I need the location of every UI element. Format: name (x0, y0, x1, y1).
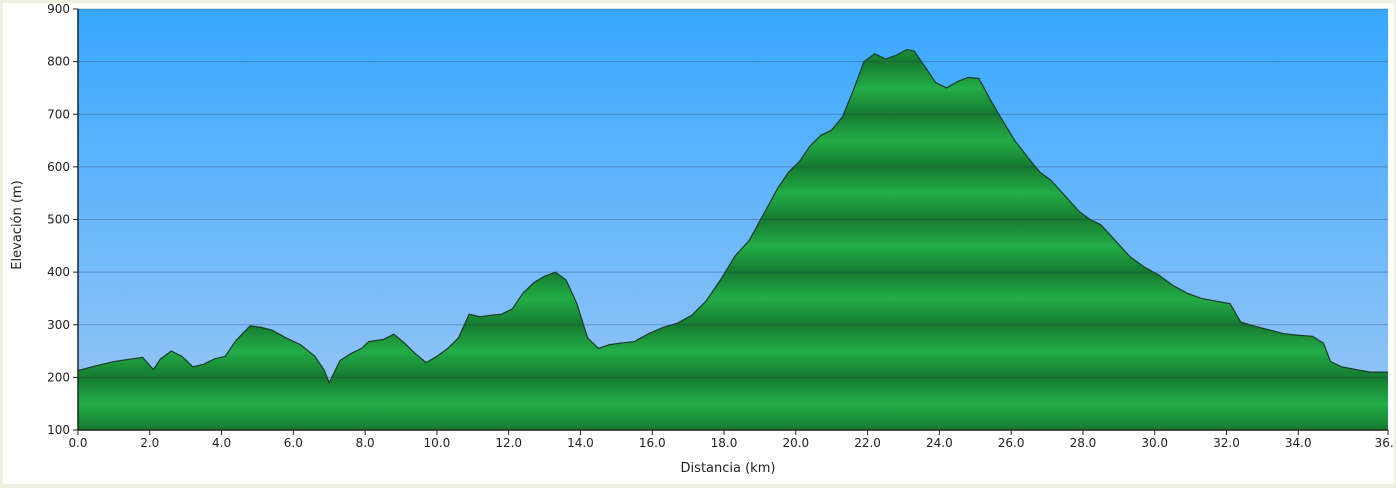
x-tick-label: 18.0 (711, 436, 738, 450)
elevation-area (78, 49, 1388, 431)
y-tick-label: 600 (47, 160, 70, 174)
elevation-chart: 100 200 300 400 500 600 700 800 900 0.0 2.0 4.0 6.0… (10, 3, 1394, 476)
y-axis-ticks: 100 200 300 400 500 600 700 800 900 (47, 3, 78, 437)
x-tick-label: 36.5 (1375, 436, 1394, 450)
y-tick-label: 700 (47, 107, 70, 121)
x-tick-label: 0.0 (68, 436, 87, 450)
x-tick-label: 4.0 (212, 436, 231, 450)
y-axis-title: Elevación (m) (10, 180, 25, 269)
y-tick-label: 800 (47, 55, 70, 69)
x-tick-label: 10.0 (424, 436, 451, 450)
y-tick-label: 400 (47, 265, 70, 279)
y-tick-label: 300 (47, 318, 70, 332)
x-tick-label: 24.0 (926, 436, 953, 450)
gridlines (78, 8, 1388, 378)
x-tick-label: 6.0 (284, 436, 303, 450)
x-tick-label: 28.0 (1070, 436, 1097, 450)
x-tick-label: 2.0 (140, 436, 159, 450)
x-axis-title: Distancia (km) (681, 461, 776, 476)
y-tick-label: 500 (47, 213, 70, 227)
x-tick-label: 32.0 (1213, 436, 1240, 450)
x-tick-label: 20.0 (782, 436, 809, 450)
x-tick-label: 14.0 (567, 436, 594, 450)
x-tick-label: 34.0 (1285, 436, 1312, 450)
x-tick-label: 22.0 (854, 436, 881, 450)
x-tick-label: 26.0 (998, 436, 1025, 450)
chart-frame: 100 200 300 400 500 600 700 800 900 0.0 2.0 4.0 6.0… (3, 3, 1394, 484)
x-tick-label: 12.0 (495, 436, 522, 450)
y-tick-label: 900 (47, 3, 70, 16)
x-tick-label: 30.0 (1141, 436, 1168, 450)
x-axis-ticks: 0.0 2.0 4.0 6.0 8.0 10.0 12.0 14.0 16.0 18.0 20.0 2… (68, 430, 1394, 450)
y-tick-label: 200 (47, 370, 70, 384)
y-tick-label: 100 (47, 423, 70, 437)
x-tick-label: 16.0 (639, 436, 666, 450)
elevation-line (77, 48, 1388, 385)
x-tick-label: 8.0 (356, 436, 375, 450)
